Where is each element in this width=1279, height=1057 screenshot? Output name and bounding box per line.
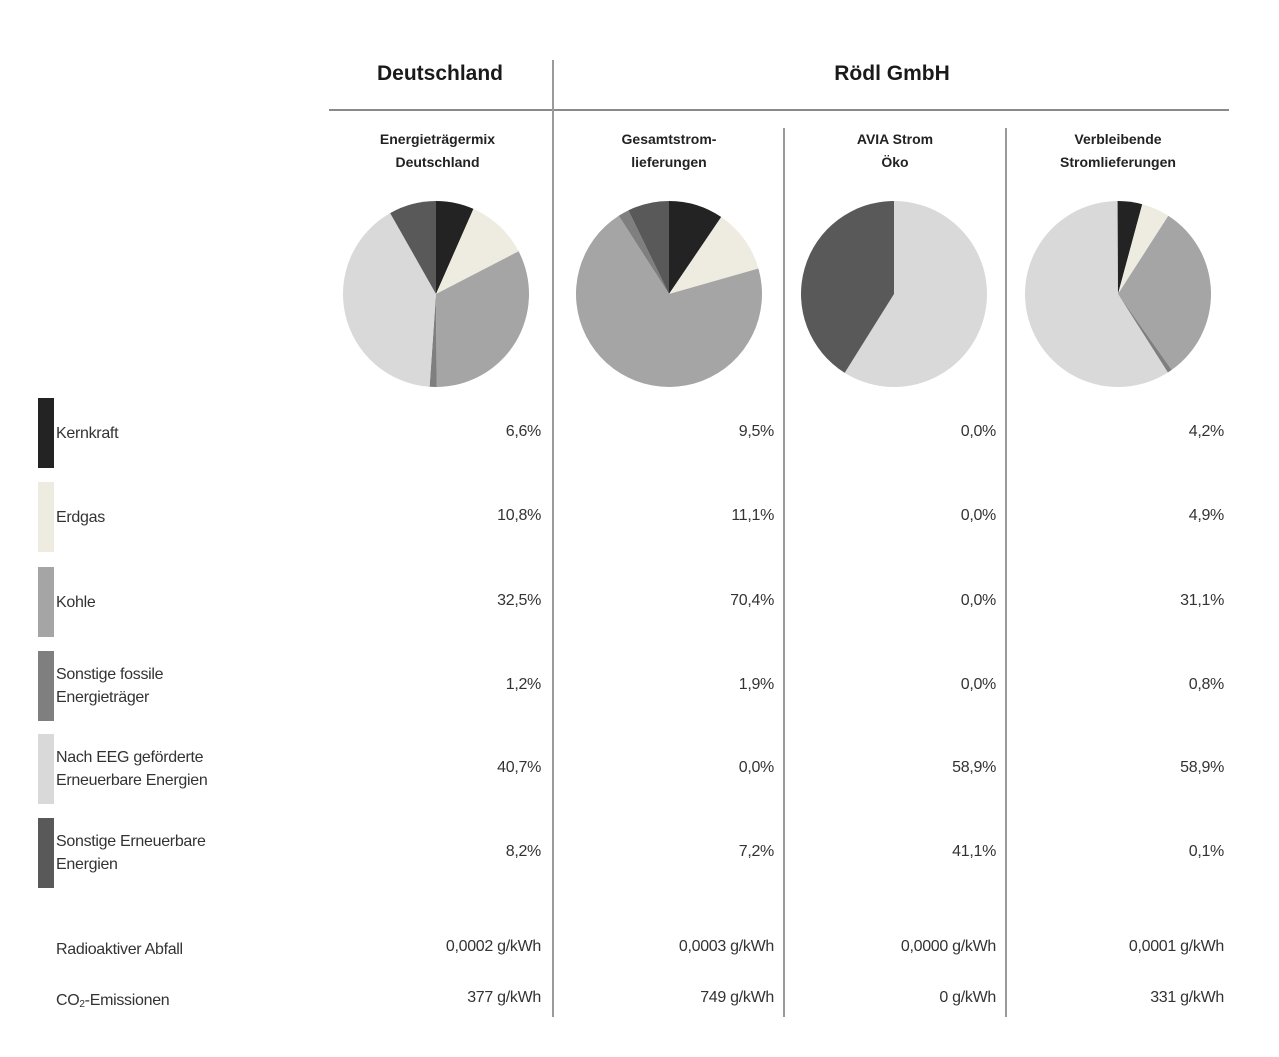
- value-cell: 6,6%: [505, 423, 542, 440]
- radioactive-value-3: 0,0001 g/kWh: [1128, 938, 1224, 955]
- legend-swatch: [38, 818, 54, 888]
- divider-deutschland-roedl: [552, 60, 554, 1017]
- radioactive-value-0: 0,0002 g/kWh: [445, 938, 541, 955]
- pie-slice: [1118, 201, 1143, 294]
- pie-slice: [1118, 215, 1211, 370]
- group-header-roedl: Rödl GmbH: [834, 62, 950, 85]
- legend-label: Sonstige fossile Energieträger: [56, 663, 164, 709]
- column-header-3-line2: Stromlieferungen: [1060, 154, 1176, 170]
- legend-label-line1: Sonstige Erneuerbare: [56, 833, 206, 850]
- value-cell: 10,8%: [497, 507, 541, 524]
- value-cell: 4,9%: [1188, 507, 1225, 524]
- legend-label-line1: Erdgas: [56, 508, 105, 526]
- value-cell: 31,1%: [1180, 592, 1224, 609]
- value-cell: 32,5%: [497, 592, 541, 609]
- column-header-0-line2: Deutschland: [395, 154, 480, 170]
- co2-value-3: 331 g/kWh: [1150, 989, 1224, 1006]
- value-cell: 0,0%: [738, 759, 775, 776]
- value-cell: 70,4%: [730, 592, 774, 609]
- divider-col-2-3: [783, 128, 785, 1017]
- value-cell: 58,9%: [952, 759, 996, 776]
- value-cell: 0,0%: [960, 507, 997, 524]
- column-header-2: AVIA Strom Öko: [786, 128, 1004, 174]
- legend-swatch: [38, 398, 54, 468]
- value-cell: 11,1%: [731, 507, 774, 524]
- pie-slice: [436, 208, 519, 294]
- legend-swatch: [38, 734, 54, 804]
- value-cell: 41,1%: [952, 843, 996, 860]
- value-cell: 40,7%: [497, 759, 541, 776]
- column-header-2-line2: Öko: [881, 154, 909, 170]
- value-cell: 1,9%: [738, 676, 775, 693]
- pie-slice: [618, 210, 669, 294]
- legend-label: Nach EEG geförderte Erneuerbare Energien: [56, 746, 208, 792]
- value-cell: 0,0%: [960, 423, 997, 440]
- pie-slice: [669, 201, 722, 294]
- legend-label: Sonstige Erneuerbare Energien: [56, 830, 206, 876]
- pie-slice: [1118, 204, 1169, 294]
- pie-slice: [1025, 201, 1168, 387]
- pie-slice: [390, 201, 436, 294]
- co2-value-1: 749 g/kWh: [700, 989, 774, 1006]
- pie-slice: [429, 294, 437, 387]
- value-cell: 58,9%: [1180, 759, 1224, 776]
- column-header-0-line1: Energieträgermix: [379, 131, 496, 147]
- value-cell: 1,2%: [505, 676, 542, 693]
- co2-value-2: 0 g/kWh: [939, 989, 996, 1006]
- radioactive-value-2: 0,0000 g/kWh: [900, 938, 996, 955]
- legend-swatch: [38, 651, 54, 721]
- header-divider: [329, 109, 1229, 111]
- pie-chart-verbleibende: [1025, 201, 1211, 387]
- pie-slice: [801, 201, 894, 373]
- radioactive-value-1: 0,0003 g/kWh: [678, 938, 774, 955]
- radioactive-waste-label: Radioaktiver Abfall: [56, 941, 183, 958]
- column-header-0: Energieträgermix Deutschland: [330, 128, 545, 174]
- value-cell: 0,8%: [1188, 676, 1225, 693]
- legend-label-line2: Energieträger: [56, 689, 150, 706]
- pie-slice: [844, 201, 987, 387]
- legend-swatch: [38, 567, 54, 637]
- value-cell: 0,1%: [1188, 843, 1225, 860]
- legend-label-line2: Energien: [56, 856, 118, 873]
- pie-slice: [576, 215, 762, 387]
- value-cell: 8,2%: [505, 843, 542, 860]
- column-header-3: Verbleibende Stromlieferungen: [1008, 128, 1228, 174]
- legend-label: Erdgas: [56, 506, 105, 529]
- co2-value-0: 377 g/kWh: [467, 989, 541, 1006]
- pie-slice: [669, 217, 759, 294]
- divider-col-3-4: [1005, 128, 1007, 1017]
- legend-label-line2: Erneuerbare Energien: [56, 772, 208, 789]
- column-header-2-line1: AVIA Strom: [856, 131, 934, 147]
- co2-label-sub: 2: [79, 999, 85, 1010]
- legend-label-line1: Kernkraft: [56, 424, 119, 442]
- group-header-deutschland: Deutschland: [376, 62, 504, 85]
- legend-label: Kohle: [56, 591, 96, 614]
- column-header-1-line1: Gesamtstrom-: [621, 131, 717, 147]
- value-cell: 4,2%: [1188, 423, 1225, 440]
- value-cell: 9,5%: [738, 423, 775, 440]
- co2-label-suffix: -Emissionen: [84, 992, 170, 1009]
- legend-label-line1: Kohle: [56, 593, 96, 611]
- column-header-1: Gesamtstrom- lieferungen: [556, 128, 782, 174]
- pie-slice: [628, 201, 669, 294]
- pie-slice: [1118, 294, 1172, 373]
- pie-slice: [1117, 201, 1118, 294]
- pie-slice: [436, 201, 474, 294]
- co2-emissions-label: CO2-Emissionen: [56, 989, 170, 1016]
- legend-swatch: [38, 482, 54, 552]
- column-header-3-line1: Verbleibende: [1074, 131, 1162, 147]
- pie-chart-gesamtstromlieferungen: [576, 201, 762, 387]
- column-header-1-line2: lieferungen: [631, 154, 707, 170]
- co2-label-prefix: CO: [56, 992, 80, 1009]
- pie-chart-deutschland: [343, 201, 529, 387]
- legend-label: Kernkraft: [56, 422, 119, 445]
- pie-slice: [343, 213, 436, 387]
- pie-chart-avia-strom-oeko: [801, 201, 987, 387]
- pie-slice: [436, 251, 529, 387]
- value-cell: 0,0%: [960, 592, 997, 609]
- value-cell: 7,2%: [738, 843, 775, 860]
- legend-label-line1: Nach EEG geförderte: [56, 749, 204, 766]
- value-cell: 0,0%: [960, 676, 997, 693]
- legend-label-line1: Sonstige fossile: [56, 666, 164, 683]
